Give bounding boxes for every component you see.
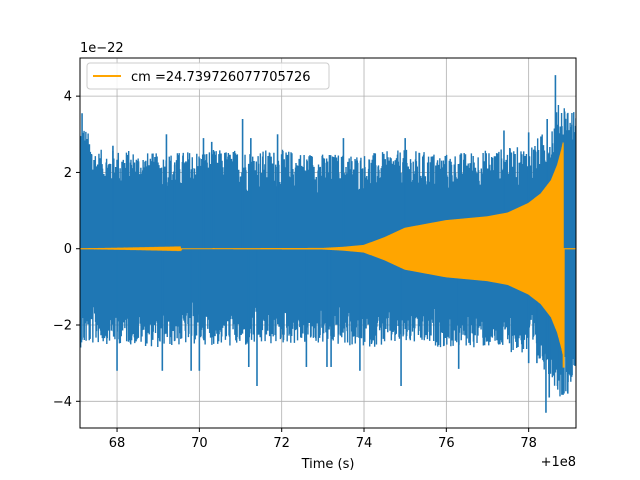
series-layer <box>80 75 576 413</box>
legend-box <box>86 62 330 90</box>
x-axis-label: Time (s) <box>301 457 355 472</box>
y-tick-label: 4 <box>64 90 72 105</box>
x-tick-label: 78 <box>520 436 537 451</box>
x-tick-label: 70 <box>191 436 208 451</box>
y-scale-label: 1e−22 <box>80 41 124 56</box>
plot-frame <box>79 57 577 429</box>
y-tick-label: −2 <box>53 319 72 334</box>
y-tick-label: 0 <box>64 242 72 257</box>
legend: cm =24.739726077705726 <box>86 62 330 90</box>
y-tick-label: −4 <box>53 395 72 410</box>
x-tick-label: 76 <box>438 436 455 451</box>
ticks: 68 70 72 74 76 78 −4 −2 0 2 4 <box>53 90 537 451</box>
chirp-series-line <box>80 142 576 368</box>
x-tick-label: 68 <box>109 436 126 451</box>
x-offset-label: +1e8 <box>541 455 576 470</box>
x-tick-label: 74 <box>356 436 373 451</box>
y-tick-label: 2 <box>64 166 72 181</box>
x-tick-label: 72 <box>273 436 290 451</box>
legend-entry: cm =24.739726077705726 <box>131 70 311 85</box>
